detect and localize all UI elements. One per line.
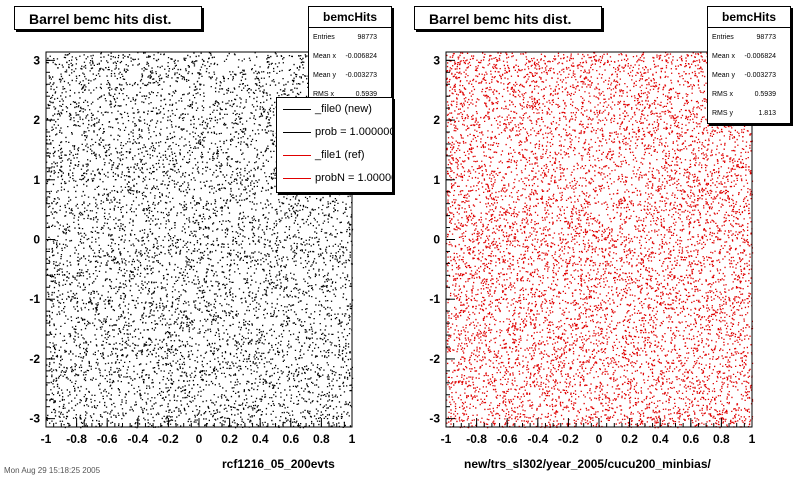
right-x-axis-label: new/trs_sl302/year_2005/cucu200_minbias/ xyxy=(464,457,711,471)
x-tick-label: -0.8 xyxy=(466,432,487,446)
x-tick-label: 0.4 xyxy=(252,432,269,446)
x-tick-label: 1 xyxy=(349,432,356,446)
left-stats-box: bemcHits Entries 98773 Mean x -0.006824 Mean… xyxy=(308,6,392,105)
y-tick-label: 2 xyxy=(33,113,40,127)
y-tick-label: 2 xyxy=(433,113,440,127)
x-tick-label: 0.4 xyxy=(652,432,669,446)
y-tick-label: -2 xyxy=(29,352,40,366)
x-tick-label: 1 xyxy=(749,432,756,446)
x-tick-label: -1 xyxy=(441,432,452,446)
right-plot-panel: -1 -0.8 -0.6 -0.4 -0.2 0 0.2 0.4 0.6 0.8 1 -3 -2 -1 0 1… xyxy=(400,0,800,480)
legend-label: _file1 (ref) xyxy=(315,149,365,161)
stats-key: Mean x xyxy=(313,53,336,60)
y-tick-label: -2 xyxy=(429,352,440,366)
left-plot-title: Barrel bemc hits dist. xyxy=(14,6,202,30)
stats-value: 98773 xyxy=(357,34,377,41)
left-stats-name: bemcHits xyxy=(309,7,391,28)
stats-row: Entries 98773 xyxy=(708,28,790,47)
x-tick-label: -0.4 xyxy=(127,432,148,446)
right-plot-title: Barrel bemc hits dist. xyxy=(414,6,602,30)
y-tick-label: -1 xyxy=(429,292,440,306)
legend-line-swatch xyxy=(283,132,311,133)
y-tick-label: 0 xyxy=(33,233,40,247)
legend-entry: _file1 (ref) xyxy=(277,144,392,167)
x-tick-label: 0.6 xyxy=(282,432,299,446)
stats-row: RMS x 0.5939 xyxy=(708,85,790,104)
y-tick-label: 0 xyxy=(433,233,440,247)
stats-row: Mean y -0.003273 xyxy=(309,66,391,85)
y-tick-label: -1 xyxy=(29,292,40,306)
legend-line-swatch xyxy=(283,155,311,156)
x-tick-label: 0.2 xyxy=(221,432,238,446)
legend-entry: prob = 1.000000 xyxy=(277,121,392,144)
y-tick-label: -3 xyxy=(29,412,40,426)
x-tick-label: 0 xyxy=(596,432,603,446)
left-plot-panel: -1 -0.8 -0.6 -0.4 -0.2 0 0.2 0.4 0.6 0.8 1 -3 -2 -1 0 1… xyxy=(4,6,393,475)
x-tick-label: 0 xyxy=(196,432,203,446)
x-tick-label: -0.2 xyxy=(158,432,179,446)
legend-label: _file0 (new) xyxy=(315,103,372,115)
stats-row: Mean y -0.003273 xyxy=(708,66,790,85)
stats-row: Mean x -0.006824 xyxy=(309,47,391,66)
legend-line-swatch xyxy=(283,109,311,110)
legend-label: probN = 1.000000 xyxy=(315,172,392,184)
stats-key: RMS x xyxy=(313,91,334,98)
scatter-points xyxy=(446,52,754,429)
legend-line-swatch xyxy=(283,178,311,179)
y-tick-label: 3 xyxy=(433,53,440,67)
x-tick-label: 0.6 xyxy=(682,432,699,446)
left-x-axis-label: rcf1216_05_200evts xyxy=(222,457,335,471)
footer-timestamp: Mon Aug 29 15:18:25 2005 xyxy=(4,466,101,475)
legend-entry: _file0 (new) xyxy=(277,98,392,121)
y-tick-label: 1 xyxy=(33,173,40,187)
x-tick-label: -1 xyxy=(41,432,52,446)
stats-row: RMS y 1.813 xyxy=(708,104,790,123)
y-tick-label: -3 xyxy=(429,412,440,426)
stats-key: RMS x xyxy=(712,91,733,98)
x-tick-label: -0.6 xyxy=(97,432,118,446)
stats-value: -0.003273 xyxy=(345,72,377,79)
stats-value: -0.006824 xyxy=(744,53,776,60)
stats-key: Mean y xyxy=(313,72,336,79)
x-tick-label: 0.8 xyxy=(313,432,330,446)
stats-value: 0.5939 xyxy=(355,91,377,98)
stats-value: 1.813 xyxy=(758,110,776,117)
stats-key: Entries xyxy=(313,34,335,41)
x-tick-label: -0.2 xyxy=(558,432,579,446)
x-tick-label: -0.4 xyxy=(527,432,548,446)
y-tick-label: 3 xyxy=(33,53,40,67)
stats-key: RMS y xyxy=(712,110,733,117)
y-tick-label: 1 xyxy=(433,173,440,187)
stats-key: Mean y xyxy=(712,72,735,79)
right-stats-box: bemcHits Entries 98773 Mean x -0.006824 Mean… xyxy=(707,6,791,124)
stats-key: Entries xyxy=(712,34,734,41)
left-legend: _file0 (new) prob = 1.000000 _file1 (ref) p… xyxy=(276,97,393,193)
legend-label: prob = 1.000000 xyxy=(315,126,393,138)
x-tick-label: 0.2 xyxy=(621,432,638,446)
right-stats-name: bemcHits xyxy=(708,7,790,28)
right-scatter-plot: -1 -0.8 -0.6 -0.4 -0.2 0 0.2 0.4 0.6 0.8 1 -3 -2 -1 0 1… xyxy=(429,51,756,446)
x-tick-label: 0.8 xyxy=(713,432,730,446)
stats-row: Mean x -0.006824 xyxy=(708,47,790,66)
stats-value: -0.003273 xyxy=(744,72,776,79)
stats-row: RMS x 0.5939 xyxy=(309,85,391,104)
stats-value: 0.5939 xyxy=(754,91,776,98)
stats-key: Mean x xyxy=(712,53,735,60)
stats-value: -0.006824 xyxy=(345,53,377,60)
x-tick-label: -0.8 xyxy=(66,432,87,446)
x-tick-label: -0.6 xyxy=(497,432,518,446)
legend-entry: probN = 1.000000 xyxy=(277,167,392,190)
stats-value: 98773 xyxy=(756,34,776,41)
stats-row: Entries 98773 xyxy=(309,28,391,47)
